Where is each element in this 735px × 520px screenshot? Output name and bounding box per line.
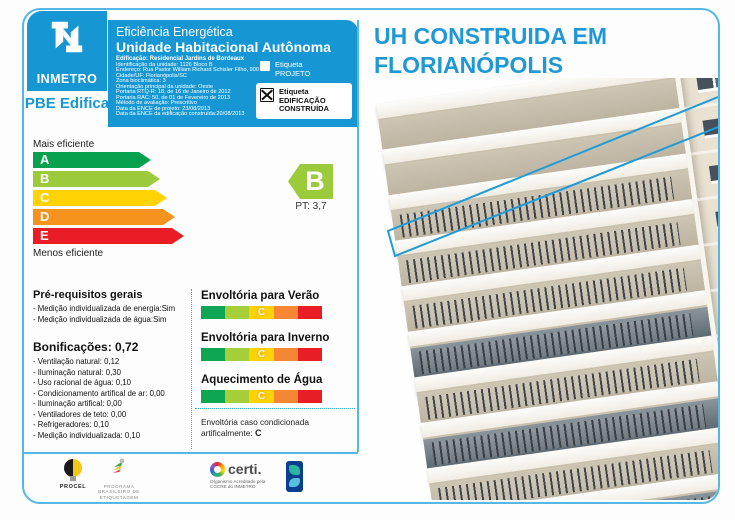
more-efficient-label: Mais eficiente <box>33 139 95 150</box>
tag-etiqueta-projeto: Etiqueta PROJETO <box>260 60 311 78</box>
bonus-item: - Condicionamento artifical de ar: 0,00 <box>33 388 165 398</box>
inmetro-logo-box: INMETRO <box>27 11 107 91</box>
bonus-item: - Medição individualizada: 0,10 <box>33 430 141 440</box>
bonus-item: - Refrigeradores: 0,10 <box>33 420 109 429</box>
prerequisites-section: Pré-requisitos gerais - Medição individu… <box>33 289 189 441</box>
procel-bulb-icon <box>64 459 82 481</box>
info-line: Orientação principal da unidade: Oeste <box>116 83 214 90</box>
dotted-horizontal-divider <box>195 408 355 409</box>
info-line: Zona bioclimática: 3 <box>116 78 166 84</box>
water-heating-title: Aquecimento de Água <box>201 374 323 386</box>
building-photo <box>360 78 718 500</box>
building-balcony-face <box>376 78 718 500</box>
scale-arrow-c: C <box>33 190 167 206</box>
bonuses-title: Bonificações: 0,72 <box>33 340 139 354</box>
checkbox-unchecked-icon <box>260 61 270 71</box>
building-info: Edificação: Residencial Jardins de Borde… <box>116 56 268 118</box>
tag-construida-label: Etiqueta EDIFICAÇÃO CONSTRUÍDA <box>279 87 329 113</box>
envelope-summer-title: Envoltória para Verão <box>201 290 320 302</box>
pbe-edifica-wordmark: PBE Edifica <box>24 95 110 112</box>
certi-accreditation-text: Organismo Acreditado pela CGCRE do INMET… <box>210 479 266 490</box>
inmetro-logo-icon <box>51 21 83 53</box>
certi-logo: certi. Organismo Acreditado pela CGCRE d… <box>210 461 278 490</box>
less-efficient-label: Menos eficiente <box>33 248 104 259</box>
page-border <box>22 8 720 504</box>
bonus-item: - Iluminação artifical: 0,00 <box>33 399 122 408</box>
envelope-summer: Envoltória para Verão C <box>201 290 355 319</box>
prerequisite-item: - Medição individualizada de energia:Sim <box>33 304 176 313</box>
inmetro-wordmark: INMETRO <box>36 72 98 86</box>
bonus-item: - Ventiladores de teto: 0,00 <box>33 409 127 419</box>
envelope-ratings-section: Envoltória para Verão C Envoltória para … <box>201 290 355 416</box>
info-line: Método de avaliação: Prescritivo <box>116 100 197 106</box>
info-line: Data da ENCE de projeto: 23/08/2013 <box>116 105 211 112</box>
envelope-winter-title: Envoltória para Inverno <box>201 332 330 344</box>
info-line: Portaria RTQ-R: 18, de 16 de Janeiro de … <box>116 89 231 95</box>
procel-edifica-seal <box>286 461 303 492</box>
label-header: Eficiência Energética Unidade Habitacion… <box>108 20 358 127</box>
rating-bar: C <box>201 390 323 403</box>
rating-bar-value: C <box>249 390 274 403</box>
header-subtitle: Unidade Habitacional Autônoma <box>116 39 331 55</box>
rating-bar-value: C <box>249 306 274 319</box>
rating-points: PT: 3,7 <box>295 201 327 212</box>
rating-bar: C <box>201 348 323 361</box>
header-title: Eficiência Energética <box>116 25 233 39</box>
water-heating: Aquecimento de Água C <box>201 374 355 403</box>
checkbox-checked-icon <box>260 88 274 102</box>
tag-projeto-label: Etiqueta PROJETO <box>275 60 311 78</box>
bonus-item: - Uso racional de água: 0,10 <box>33 378 131 387</box>
prerequisite-item: - Medição individualizada de água:Sim <box>33 314 167 324</box>
dotted-vertical-divider <box>191 289 192 449</box>
info-line: Identificação da unidade: 1126 Bloco B <box>116 61 213 68</box>
scale-arrow-e: E <box>33 228 184 244</box>
prerequisites-title: Pré-requisitos gerais <box>33 289 143 301</box>
building-illustration <box>376 78 718 500</box>
certi-wordmark: certi. <box>228 461 262 477</box>
info-line: Endereço: Rua Pastor William Richard Sch… <box>116 67 260 73</box>
pbe-arrows-icon <box>113 458 125 473</box>
scale-arrow-d: D <box>33 209 175 225</box>
info-line: Portaria RAC: 50, de 01 de Fevereiro de … <box>116 94 231 101</box>
rating-bar-value: C <box>249 348 274 361</box>
tag-etiqueta-edificacao-construida: Etiqueta EDIFICAÇÃO CONSTRUÍDA <box>256 83 352 119</box>
procel-label: PROCEL <box>59 484 87 490</box>
scale-arrow-b: B <box>33 171 160 187</box>
rating-bar: C <box>201 306 323 319</box>
bonus-item: - Iluminação natural: 0,30 <box>33 367 121 377</box>
artificial-conditioning-note: Envoltória caso condicionada artificalme… <box>201 417 309 438</box>
certi-ring-icon <box>210 461 225 477</box>
footer-divider <box>24 452 358 454</box>
pbe-program-logo: PROGRAMA BRASILEIRO DE ETIQUETAGEM <box>96 457 142 500</box>
bonus-item: - Ventilação natural: 0,12 <box>33 357 120 366</box>
info-line: Cidade/UF: Florianópolis/SC <box>116 72 187 79</box>
label-right-border <box>357 20 359 452</box>
procel-logo: PROCEL <box>56 459 90 490</box>
info-line: Edificação: Residencial Jardins de Borde… <box>116 56 245 62</box>
scale-arrow-a: A <box>33 152 151 168</box>
pbe-program-label: PROGRAMA BRASILEIRO DE ETIQUETAGEM <box>98 484 140 500</box>
envelope-winter: Envoltória para Inverno C <box>201 332 355 361</box>
page-title: UH CONSTRUIDA EM FLORIANÓPOLIS <box>374 23 607 78</box>
info-line: Data da ENCE da edificação construída:20… <box>116 111 245 117</box>
artificial-conditioning-rating: C <box>254 427 262 438</box>
